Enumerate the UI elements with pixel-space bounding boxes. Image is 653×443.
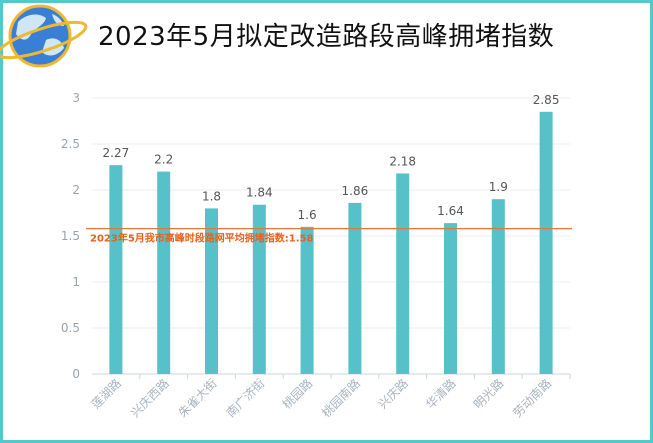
bar <box>300 226 314 374</box>
x-tick-label: 莲湖路 <box>88 376 124 412</box>
x-tick-label: 兴庆西路 <box>127 376 172 421</box>
y-tick-label: 1.5 <box>61 229 80 243</box>
y-tick-label: 3 <box>72 91 80 105</box>
data-label: 2.85 <box>533 93 560 107</box>
bar <box>396 173 410 374</box>
average-label: 2023年5月我市高峰时段路网平均拥堵指数:1.58 <box>90 232 314 245</box>
data-label: 2.27 <box>103 146 130 160</box>
x-tick-label: 兴庆路 <box>375 376 411 412</box>
x-tick-label: 明光路 <box>470 376 506 412</box>
y-tick-label: 0.5 <box>61 321 80 335</box>
data-label: 1.8 <box>202 189 221 203</box>
data-label: 2.2 <box>154 153 173 167</box>
y-tick-label: 2.5 <box>61 137 80 151</box>
bar <box>157 171 171 374</box>
bar <box>109 165 123 374</box>
bar <box>539 111 553 375</box>
bar <box>491 199 505 374</box>
y-tick-label: 2 <box>72 183 80 197</box>
y-tick-label: 0 <box>72 367 80 381</box>
bar <box>205 208 218 374</box>
bar <box>444 223 457 374</box>
x-tick-label: 劳动南路 <box>510 376 555 421</box>
data-label: 1.86 <box>342 184 369 198</box>
data-label: 1.64 <box>437 204 464 218</box>
data-label: 1.84 <box>246 186 273 200</box>
chart-title: 2023年5月拟定改造路段高峰拥堵指数 <box>98 22 555 52</box>
bar <box>348 202 362 374</box>
x-tick-label: 桃园路 <box>279 376 315 412</box>
x-tick-label: 华清路 <box>423 376 459 412</box>
x-tick-label: 桃园南路 <box>318 376 363 421</box>
globe-planet-icon <box>0 4 88 68</box>
x-tick-label: 南广济街 <box>223 376 268 421</box>
data-label: 2.18 <box>389 154 416 168</box>
bar <box>252 204 266 374</box>
data-label: 1.6 <box>298 208 317 222</box>
y-tick-label: 1 <box>72 275 80 289</box>
x-tick-label: 朱雀大街 <box>176 376 220 420</box>
data-label: 1.9 <box>489 180 508 194</box>
